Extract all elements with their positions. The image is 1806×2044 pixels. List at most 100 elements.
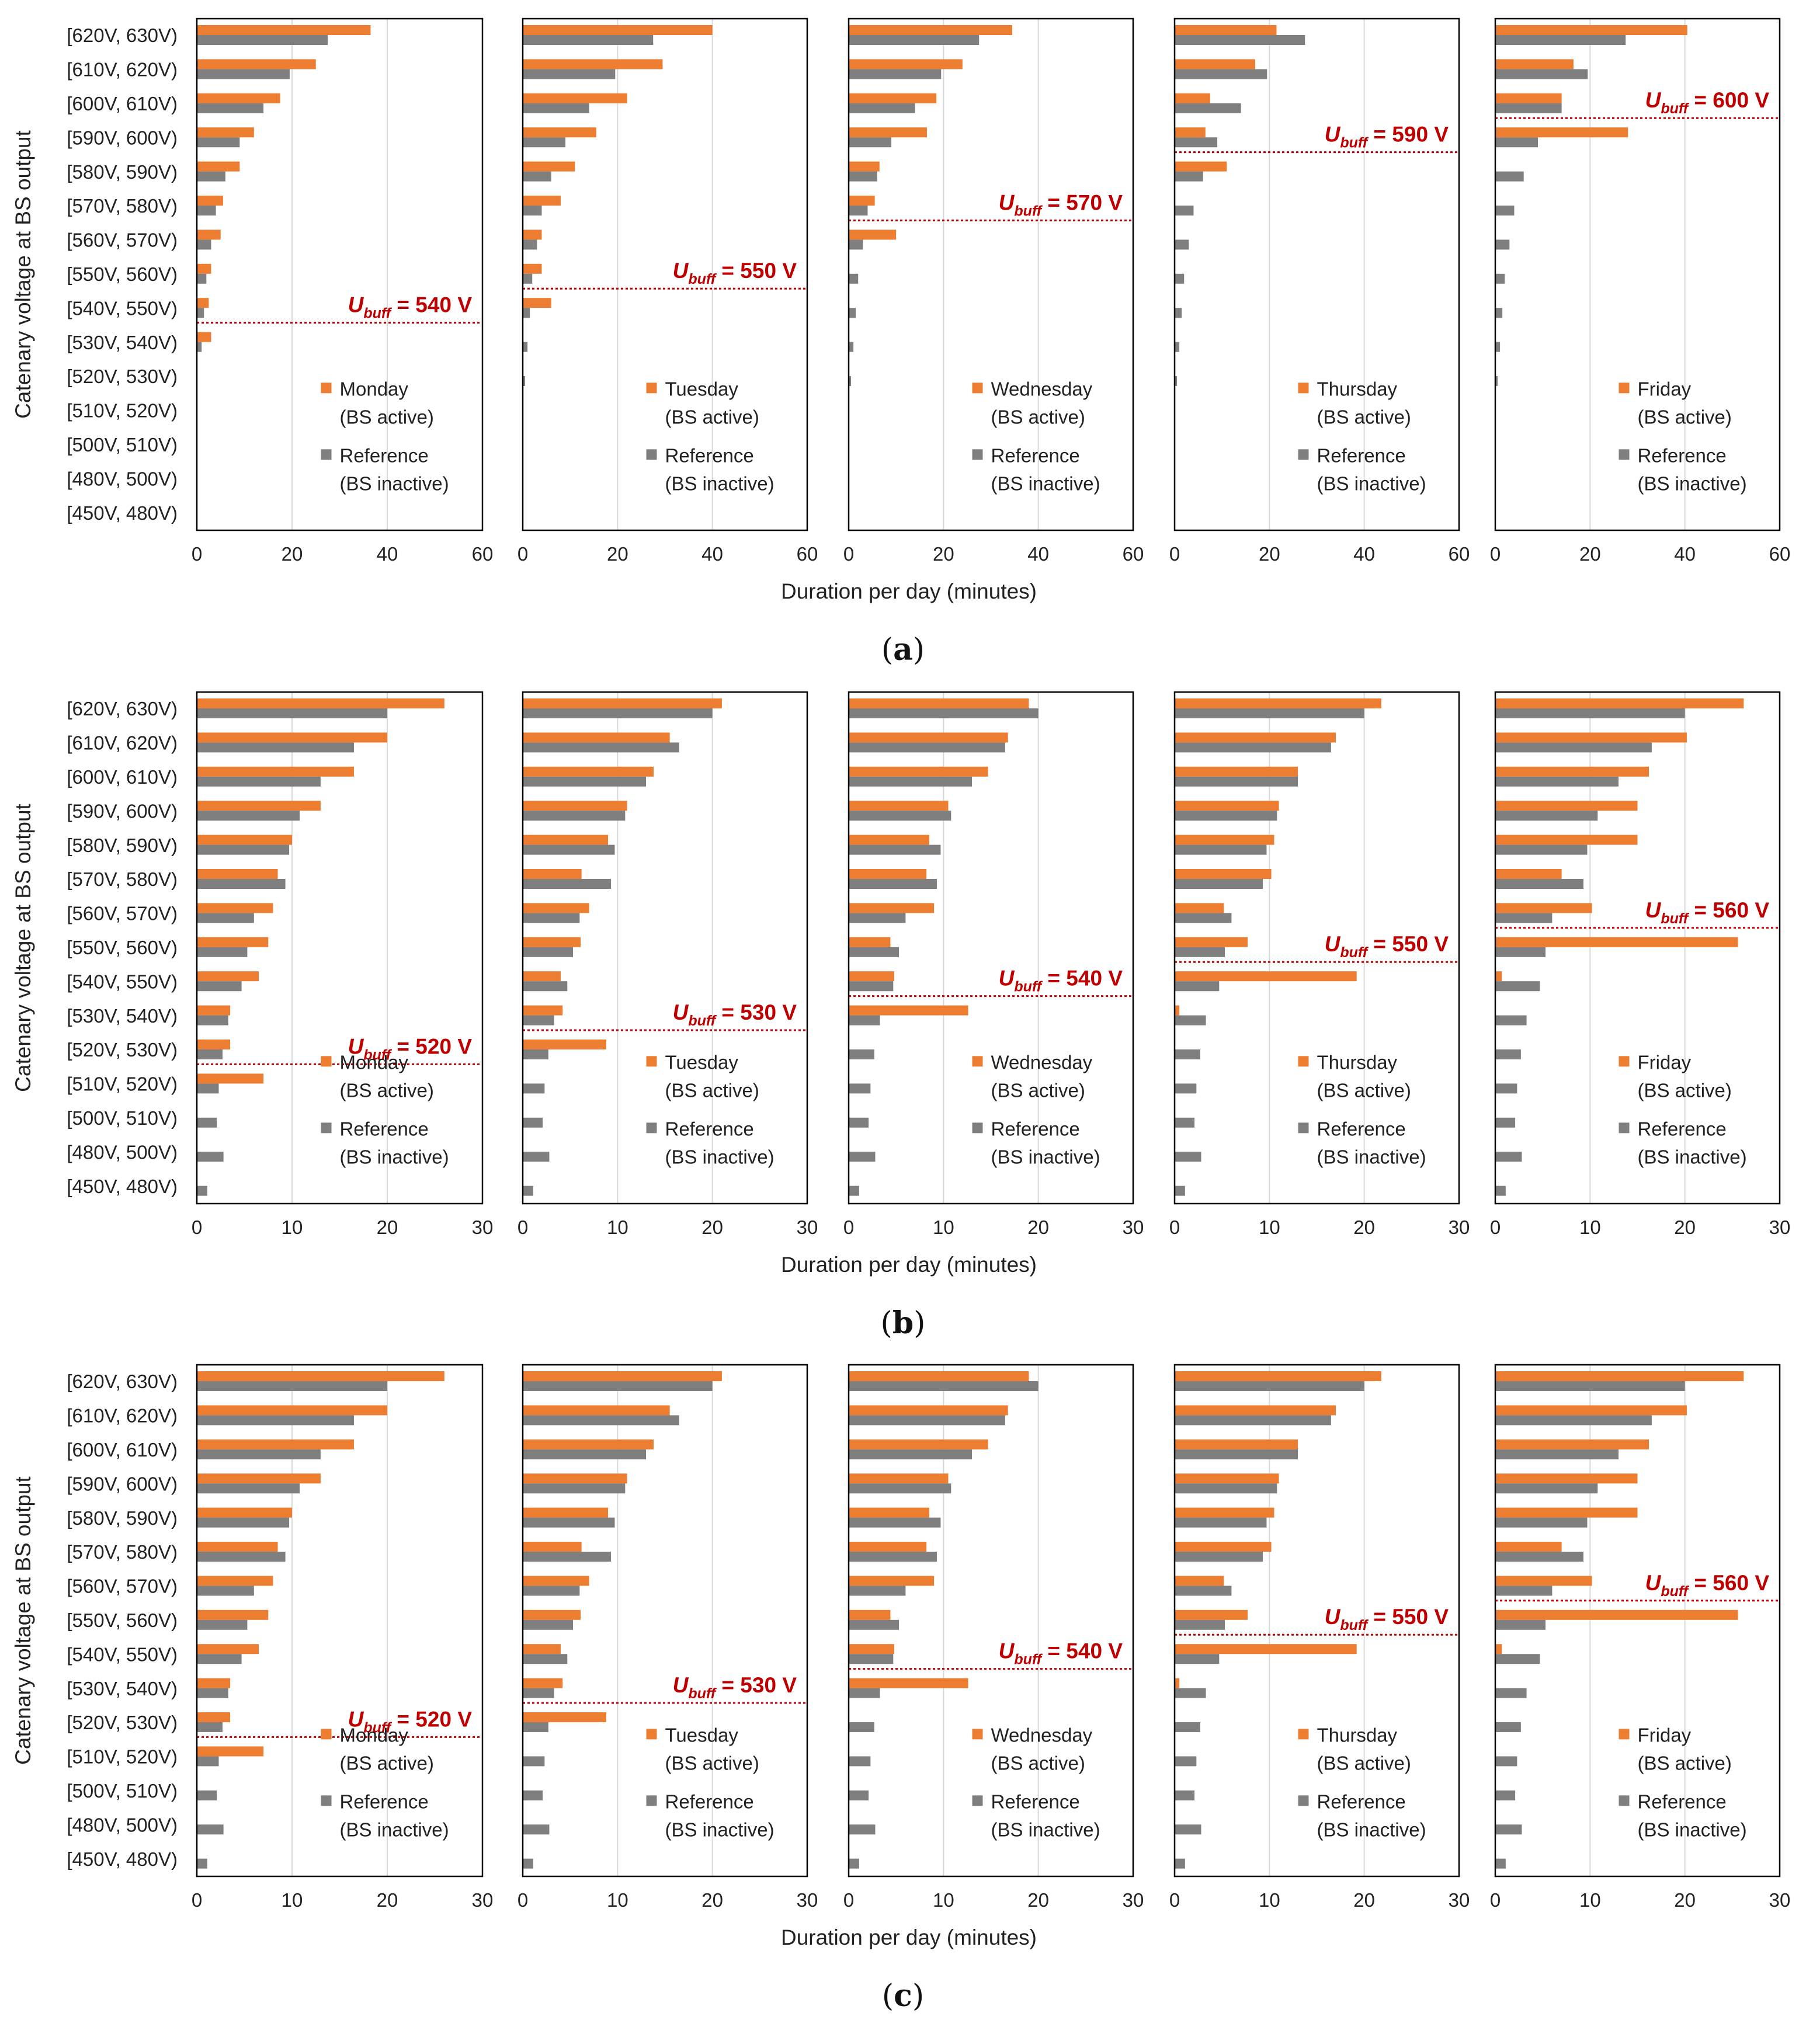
- bar-reference: [523, 1049, 548, 1059]
- bar-reference: [523, 103, 589, 113]
- bar-active: [197, 766, 354, 777]
- ubuff-label: Ubuff = 560 V: [1645, 1571, 1770, 1600]
- bar-active: [523, 1644, 561, 1654]
- subplot-tuesday: Ubuff = 530 V Tuesday (BS active) Reference…: [518, 691, 818, 1238]
- legend-reference-sublabel: (BS inactive): [1317, 1819, 1426, 1840]
- bar-reference: [523, 1083, 545, 1094]
- x-tick-label: 40: [701, 543, 723, 565]
- bar-reference: [1175, 811, 1277, 821]
- y-axis-title: Catenary voltage at BS output: [11, 1476, 35, 1764]
- bar-reference: [849, 844, 941, 855]
- bar-active: [1495, 903, 1592, 913]
- bar-active: [1175, 25, 1277, 35]
- legend-active-label: Thursday: [1317, 1051, 1398, 1073]
- ubuff-label: Ubuff = 520 V: [348, 1034, 473, 1063]
- bar-active: [523, 903, 589, 913]
- x-tick-label: 40: [1674, 543, 1696, 565]
- x-tick-label: 0: [518, 1216, 528, 1238]
- x-tick-label: 40: [377, 543, 398, 565]
- bar-reference: [849, 1790, 869, 1800]
- y-tick-label: [510V, 520V): [67, 1073, 178, 1095]
- legend-active-label: Thursday: [1317, 1724, 1398, 1746]
- bar-active: [1175, 732, 1336, 743]
- panel-caption: (c): [882, 1978, 924, 2014]
- bar-active: [523, 1405, 670, 1416]
- bar-active: [849, 1678, 968, 1688]
- y-tick-label: [570V, 580V): [67, 868, 178, 890]
- legend-swatch-active: [321, 1729, 332, 1740]
- legend-swatch-active: [321, 1056, 332, 1067]
- bar-active: [1175, 93, 1210, 103]
- legend-reference-sublabel: (BS inactive): [991, 1146, 1100, 1167]
- bar-reference: [197, 811, 300, 821]
- x-tick-label: 30: [797, 1216, 818, 1238]
- plot-frame: [1494, 691, 1781, 1205]
- bar-active: [1495, 1542, 1562, 1552]
- ubuff-label: Ubuff = 560 V: [1645, 898, 1770, 927]
- bar-reference: [197, 1449, 321, 1459]
- bar-active: [1495, 1576, 1592, 1586]
- bar-active: [197, 1746, 264, 1757]
- bar-active: [523, 698, 722, 708]
- bar-active: [1175, 127, 1206, 138]
- bar-active: [523, 127, 596, 138]
- legend-active-label: Friday: [1638, 1051, 1692, 1073]
- legend-active-label: Wednesday: [991, 378, 1093, 399]
- legend-active-sublabel: (BS active): [991, 1079, 1085, 1101]
- bar-active: [197, 25, 371, 35]
- legend-active-sublabel: (BS active): [1638, 1079, 1732, 1101]
- bar-reference: [197, 103, 264, 113]
- x-tick-label: 60: [1123, 543, 1144, 565]
- bar-active: [849, 937, 891, 947]
- legend-active-sublabel: (BS active): [1638, 406, 1732, 427]
- bar-active: [197, 161, 240, 172]
- bar-reference: [1175, 1722, 1200, 1732]
- bar-reference: [849, 1586, 906, 1596]
- bar-reference: [523, 273, 533, 284]
- ubuff-label: Ubuff = 570 V: [999, 190, 1123, 219]
- legend-reference-sublabel: (BS inactive): [1638, 1146, 1747, 1167]
- bar-reference: [197, 137, 240, 148]
- y-tick-label: [540V, 550V): [67, 971, 178, 992]
- bar-reference: [1175, 1449, 1298, 1459]
- bar-reference: [849, 1517, 941, 1528]
- bar-reference: [1495, 342, 1501, 352]
- x-tick-label: 0: [192, 1216, 202, 1238]
- bar-reference: [1495, 1790, 1516, 1800]
- x-tick-label: 0: [1169, 1216, 1180, 1238]
- bar-active: [197, 971, 259, 982]
- bar-active: [849, 766, 988, 777]
- legend-swatch-reference: [646, 1122, 657, 1134]
- legend-reference-sublabel: (BS inactive): [665, 472, 775, 494]
- bar-reference: [1175, 1858, 1185, 1869]
- bar-reference: [849, 811, 951, 821]
- y-tick-label: [520V, 530V): [67, 366, 178, 387]
- bar-active: [197, 732, 387, 743]
- bar-reference: [523, 1449, 647, 1459]
- y-tick-label: [450V, 480V): [67, 1848, 178, 1870]
- bar-reference: [523, 1152, 550, 1162]
- bar-reference: [523, 206, 542, 215]
- legend-swatch-reference: [1619, 449, 1630, 460]
- x-tick-label: 10: [282, 1216, 303, 1238]
- bar-reference: [1495, 1152, 1522, 1162]
- bar-reference: [523, 844, 615, 855]
- bar-active: [197, 1473, 321, 1484]
- bar-reference: [1175, 913, 1232, 923]
- bar-reference: [1495, 1688, 1527, 1698]
- bar-reference: [1175, 1483, 1277, 1494]
- legend-swatch-reference: [321, 1122, 332, 1134]
- x-tick-label: 20: [1027, 1889, 1049, 1911]
- plot-frame: [196, 18, 484, 531]
- legend-swatch-active: [972, 1729, 983, 1740]
- bar-active: [523, 25, 713, 35]
- bar-active: [523, 59, 663, 69]
- y-tick-label: [620V, 630V): [67, 1371, 178, 1392]
- x-tick-label: 20: [1259, 543, 1280, 565]
- bar-reference: [1495, 1186, 1506, 1196]
- legend-reference-sublabel: (BS inactive): [340, 472, 449, 494]
- y-tick-label: [550V, 560V): [67, 1610, 178, 1631]
- x-tick-label: 0: [192, 1889, 202, 1911]
- bar-reference: [197, 206, 216, 215]
- legend-active-label: Wednesday: [991, 1724, 1093, 1746]
